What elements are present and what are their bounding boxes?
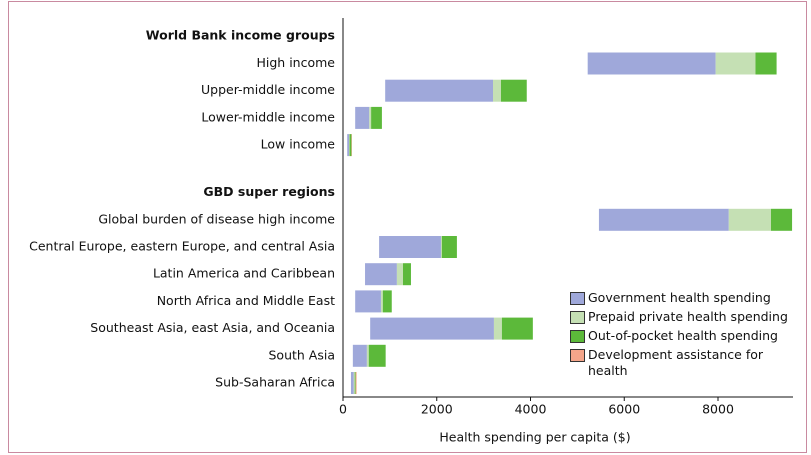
- legend-swatch: [570, 330, 585, 343]
- category-label: Central Europe, eastern Europe, and cent…: [29, 239, 335, 254]
- bar-segment: [385, 79, 493, 102]
- x-tick-label: 8000: [702, 402, 734, 417]
- bar-segment: [354, 372, 356, 394]
- category-label: Southeast Asia, east Asia, and Oceania: [90, 320, 335, 335]
- legend-item: Prepaid private health spending: [570, 309, 806, 325]
- legend-item: Out-of-pocket health spending: [570, 328, 806, 344]
- legend-label: Development assistance for health: [588, 347, 763, 378]
- x-axis-label: Health spending per capita ($): [439, 430, 630, 445]
- bar-segment: [366, 344, 369, 367]
- bar-segment: [365, 263, 397, 286]
- bar-segment: [352, 344, 367, 367]
- legend-label: Prepaid private health spending: [588, 309, 788, 324]
- bar-segment: [715, 52, 756, 75]
- bar-segment: [380, 290, 383, 313]
- bar-segment: [350, 372, 354, 394]
- bar-segment: [500, 79, 527, 102]
- bar-segment: [493, 79, 501, 102]
- category-label: South Asia: [269, 347, 336, 362]
- bar-segment: [587, 52, 716, 75]
- legend-swatch: [570, 349, 585, 362]
- legend-label: Out-of-pocket health spending: [588, 328, 778, 343]
- frame: [8, 1, 807, 453]
- bar-segment: [770, 208, 793, 231]
- bar-segment: [353, 372, 355, 394]
- category-label: Sub-Saharan Africa: [215, 375, 335, 390]
- bar-segment: [349, 134, 352, 157]
- x-tick-label: 6000: [608, 402, 640, 417]
- category-label: Global burden of disease high income: [98, 211, 335, 226]
- legend-swatch: [570, 311, 585, 324]
- category-label: Latin America and Caribbean: [153, 266, 335, 281]
- group-heading: GBD super regions: [203, 184, 335, 199]
- bar-segment: [355, 106, 370, 129]
- bar-segment: [403, 263, 411, 286]
- x-tick-label: 2000: [421, 402, 453, 417]
- category-label: Lower-middle income: [201, 109, 335, 124]
- legend-item: Development assistance for health: [570, 347, 806, 379]
- x-tick-label: 0: [339, 402, 347, 417]
- bar-segment: [371, 106, 382, 129]
- bar-segment: [368, 344, 386, 367]
- bar-segment: [355, 290, 381, 313]
- bar-segment: [501, 317, 533, 340]
- category-label: Upper-middle income: [201, 82, 335, 97]
- group-heading: World Bank income groups: [146, 28, 335, 43]
- bar-segment: [369, 106, 372, 129]
- bar-segment: [493, 317, 502, 340]
- legend: Government health spending Prepaid privat…: [570, 290, 806, 382]
- bar-segment: [355, 372, 357, 394]
- bar-segment: [396, 263, 403, 286]
- bar-segment: [347, 134, 350, 157]
- bar-segment: [382, 290, 392, 313]
- bar-segment: [598, 208, 729, 231]
- legend-label: Government health spending: [588, 290, 771, 305]
- bar-segment: [755, 52, 777, 75]
- category-label: High income: [257, 55, 336, 70]
- bar-segment: [370, 317, 494, 340]
- x-tick-label: 4000: [515, 402, 547, 417]
- category-label: Low income: [261, 137, 336, 152]
- bar-segment: [379, 236, 441, 258]
- bar-segment: [728, 208, 771, 231]
- category-label: North Africa and Middle East: [157, 293, 335, 308]
- legend-item: Government health spending: [570, 290, 806, 306]
- bar-segment: [441, 236, 457, 258]
- bar-segment: [440, 236, 442, 258]
- legend-swatch: [570, 292, 585, 305]
